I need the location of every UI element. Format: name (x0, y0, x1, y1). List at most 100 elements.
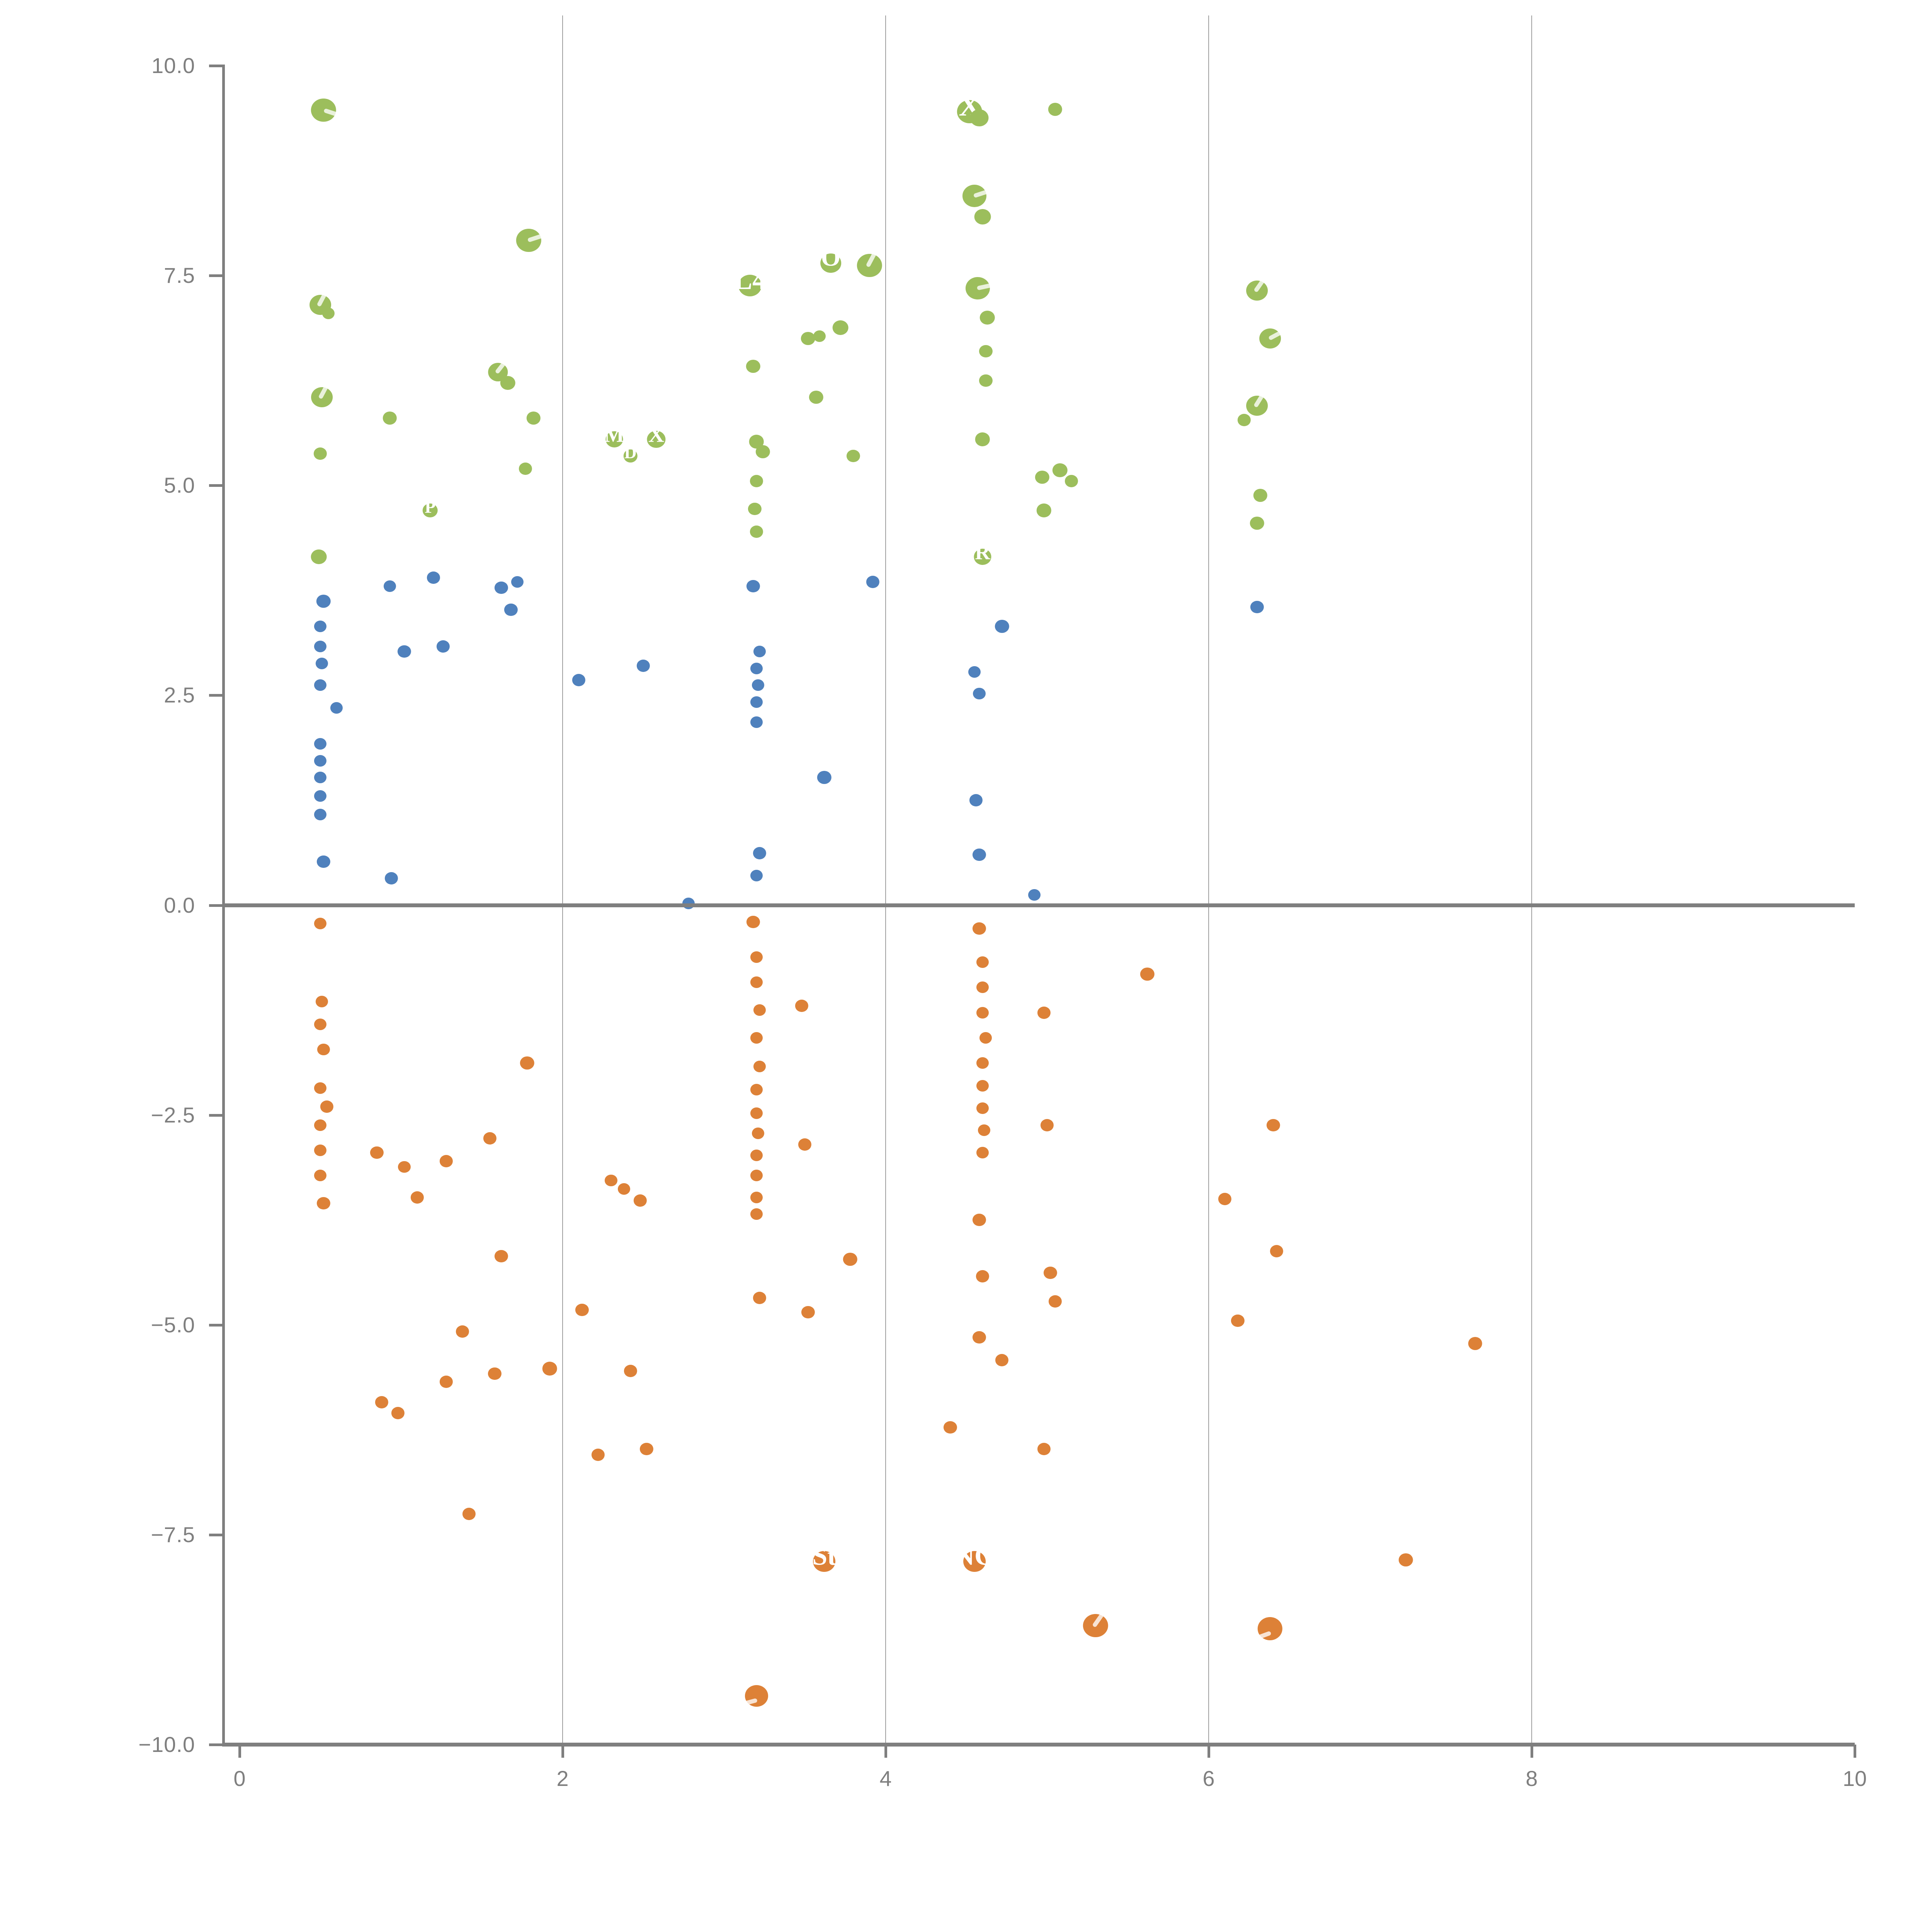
data-point-orange[interactable] (750, 1084, 763, 1096)
data-point-blue[interactable] (973, 849, 986, 861)
data-point-blue[interactable] (316, 657, 328, 669)
data-point-orange[interactable] (370, 1146, 384, 1159)
data-point-orange[interactable] (980, 1032, 992, 1044)
data-point-blue[interactable] (436, 640, 450, 653)
data-point-green[interactable] (847, 450, 860, 463)
data-point-orange[interactable] (1266, 1119, 1280, 1131)
data-point-orange[interactable] (752, 1128, 764, 1139)
data-point-blue[interactable] (750, 662, 763, 674)
data-point-blue[interactable] (317, 855, 330, 868)
data-point-orange[interactable] (976, 1057, 989, 1069)
data-point-orange[interactable] (542, 1361, 557, 1376)
data-point-orange[interactable] (439, 1155, 453, 1168)
data-point-orange[interactable] (624, 1365, 637, 1378)
data-point-orange[interactable] (976, 1147, 989, 1159)
data-point-orange[interactable] (591, 1449, 605, 1461)
data-point-orange[interactable] (750, 1032, 763, 1044)
data-point-orange[interactable] (976, 1007, 989, 1019)
data-point-green[interactable] (526, 412, 541, 425)
data-point-green[interactable] (974, 209, 991, 225)
data-point-orange[interactable] (617, 1183, 630, 1195)
data-point-blue[interactable] (753, 646, 766, 658)
data-point-orange[interactable] (1037, 1006, 1051, 1019)
data-point-blue[interactable] (750, 696, 763, 708)
data-point-green[interactable] (1237, 413, 1251, 426)
data-point-blue[interactable] (1250, 601, 1264, 614)
data-point-green[interactable] (832, 320, 849, 335)
data-point-orange[interactable] (1270, 1245, 1283, 1257)
data-point-orange[interactable] (976, 981, 989, 993)
data-point-blue[interactable] (817, 771, 832, 784)
data-point-orange[interactable] (1231, 1314, 1245, 1327)
data-point-green[interactable] (519, 462, 532, 475)
data-point-orange[interactable] (976, 1102, 989, 1114)
data-point-green[interactable] (647, 430, 666, 448)
data-point-orange[interactable] (747, 915, 760, 928)
data-point-blue[interactable] (314, 641, 327, 653)
data-point-blue[interactable] (314, 621, 327, 633)
data-point-orange[interactable] (973, 1214, 986, 1226)
data-point-green[interactable] (1253, 489, 1268, 502)
data-point-green[interactable] (813, 330, 826, 342)
data-point-green[interactable] (1035, 470, 1049, 484)
data-point-orange[interactable] (317, 1044, 330, 1056)
data-point-blue[interactable] (572, 674, 585, 687)
data-point-blue[interactable] (636, 660, 650, 672)
data-point-blue[interactable] (750, 716, 763, 728)
data-point-blue[interactable] (314, 755, 327, 767)
data-point-green[interactable] (975, 432, 990, 446)
data-point-green[interactable] (974, 548, 992, 565)
data-point-green[interactable] (1053, 463, 1068, 478)
data-point-orange[interactable] (750, 1149, 763, 1161)
data-point-orange[interactable] (488, 1367, 502, 1380)
data-point-orange[interactable] (575, 1303, 589, 1316)
data-point-orange[interactable] (314, 1170, 327, 1182)
data-point-orange[interactable] (973, 922, 986, 935)
data-point-blue[interactable] (1028, 889, 1041, 901)
data-point-blue[interactable] (969, 794, 983, 806)
data-point-blue[interactable] (384, 872, 398, 884)
data-point-orange[interactable] (978, 1124, 991, 1136)
data-point-blue[interactable] (511, 576, 524, 588)
data-point-blue[interactable] (866, 576, 879, 588)
data-point-blue[interactable] (494, 582, 508, 594)
data-point-green[interactable] (313, 447, 327, 460)
data-point-orange[interactable] (314, 918, 327, 930)
data-point-green[interactable] (979, 374, 993, 387)
data-point-green[interactable] (1036, 503, 1051, 518)
data-point-orange[interactable] (798, 1138, 812, 1151)
data-point-green[interactable] (738, 275, 762, 297)
data-point-blue[interactable] (427, 571, 440, 584)
data-point-green[interactable] (1065, 475, 1078, 488)
data-point-green[interactable] (970, 109, 989, 126)
data-point-orange[interactable] (520, 1056, 534, 1070)
data-point-orange[interactable] (605, 1175, 617, 1187)
data-point-orange[interactable] (314, 1082, 327, 1094)
data-point-orange[interactable] (314, 1018, 327, 1030)
data-point-orange[interactable] (973, 1331, 986, 1344)
data-point-blue[interactable] (314, 808, 327, 820)
data-point-blue[interactable] (973, 688, 986, 700)
data-point-orange[interactable] (1218, 1192, 1231, 1205)
data-point-green[interactable] (746, 359, 760, 373)
data-point-blue[interactable] (383, 580, 396, 592)
data-point-orange[interactable] (391, 1406, 405, 1419)
data-point-blue[interactable] (330, 702, 343, 714)
data-point-green[interactable] (980, 310, 995, 325)
data-point-green[interactable] (820, 253, 841, 273)
data-point-green[interactable] (422, 503, 438, 518)
data-point-orange[interactable] (963, 1551, 986, 1572)
data-point-blue[interactable] (314, 679, 327, 691)
data-point-green[interactable] (311, 99, 336, 122)
data-point-green[interactable] (1048, 102, 1063, 116)
data-point-orange[interactable] (640, 1443, 653, 1456)
data-point-orange[interactable] (317, 1197, 330, 1209)
data-point-orange[interactable] (813, 1551, 836, 1572)
data-point-orange[interactable] (494, 1250, 508, 1262)
data-point-orange[interactable] (795, 1000, 808, 1012)
data-point-orange[interactable] (1468, 1337, 1482, 1350)
data-point-green[interactable] (1250, 517, 1264, 530)
data-point-green[interactable] (748, 503, 762, 515)
data-point-orange[interactable] (1037, 1443, 1051, 1456)
data-point-orange[interactable] (1044, 1267, 1057, 1279)
